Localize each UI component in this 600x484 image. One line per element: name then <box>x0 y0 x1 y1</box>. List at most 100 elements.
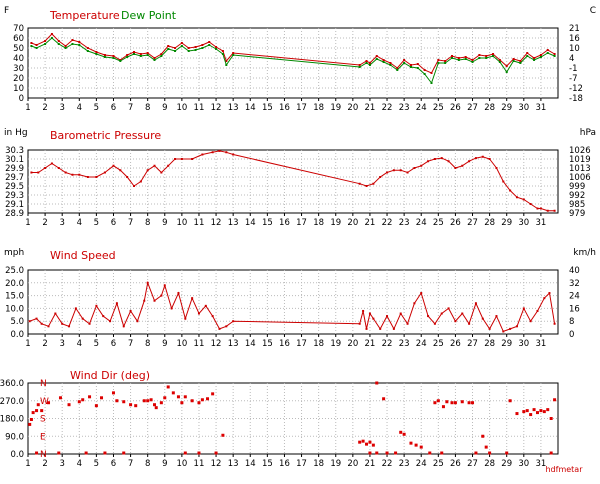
series-point <box>112 57 115 59</box>
series-point <box>358 322 361 325</box>
series-point <box>372 317 375 320</box>
series-point <box>57 40 60 42</box>
series-point <box>413 302 416 305</box>
x-tick-label: 12 <box>211 459 222 469</box>
series-point <box>396 69 399 71</box>
series-point <box>485 57 488 59</box>
x-tick-label: 13 <box>228 218 239 228</box>
wind-dir-point <box>394 451 398 455</box>
series-point <box>488 158 491 160</box>
x-tick-label: 17 <box>296 339 307 349</box>
right-tick-label: 4 <box>569 54 574 64</box>
right-tick-label: -1 <box>569 64 577 74</box>
x-tick-label: 15 <box>262 103 273 113</box>
y-tick-label: 10.0 <box>5 304 24 314</box>
series-point <box>174 158 177 160</box>
x-tick-label: 15 <box>262 459 273 469</box>
series-point <box>403 59 406 61</box>
series-point <box>180 158 183 160</box>
right-tick-label: 16 <box>569 304 580 314</box>
wind-dir-point <box>163 396 167 400</box>
series-point <box>399 169 402 172</box>
series-point <box>536 309 539 312</box>
x-tick-label: 31 <box>535 339 546 349</box>
x-tick-label: 1 <box>25 459 30 469</box>
series-point <box>191 158 194 160</box>
series-point <box>119 60 122 62</box>
x-tick-label: 9 <box>162 218 167 228</box>
x-tick-label: 4 <box>77 459 82 469</box>
y-tick-label: 20 <box>13 74 24 84</box>
series-point <box>433 322 436 325</box>
series-point <box>126 54 129 56</box>
series-point <box>481 155 484 158</box>
series-point <box>406 322 409 325</box>
x-tick-label: 14 <box>245 218 256 228</box>
wind-dir-point <box>176 395 180 399</box>
series-point <box>461 312 464 315</box>
y-tick-label: 25.0 <box>5 266 24 276</box>
x-tick-label: 14 <box>245 339 256 349</box>
x-tick-label: 8 <box>145 103 150 113</box>
wind-dir-point <box>29 417 33 421</box>
series-point <box>232 54 235 56</box>
series-point <box>139 55 142 57</box>
wind-dir-point <box>539 409 543 413</box>
x-tick-label: 21 <box>365 218 376 228</box>
series-point <box>81 317 84 320</box>
x-tick-label: 1 <box>25 103 30 113</box>
x-tick-label: 28 <box>484 218 495 228</box>
right-tick-label: -18 <box>569 94 583 104</box>
series-point <box>420 292 423 295</box>
series-point <box>78 173 81 176</box>
x-tick-label: 5 <box>94 218 99 228</box>
wind-dir-point <box>40 409 44 413</box>
wind-dir-point <box>553 398 557 402</box>
series-point <box>232 52 235 54</box>
series-point <box>71 39 74 41</box>
x-tick-label: 13 <box>228 339 239 349</box>
series-point <box>495 315 498 318</box>
wind-speed-chart: 1 2 3 4 5 6 7 8 9 10 11 12 13 14 15 16 17 18 19 20 21 22 23 24 2… <box>4 248 596 349</box>
y-tick-label: 29.9 <box>5 164 24 174</box>
x-tick-label: 24 <box>416 339 427 349</box>
series-point <box>126 176 129 178</box>
series-point <box>365 60 368 62</box>
series-point <box>526 52 529 54</box>
left-unit-label: in Hg <box>4 128 28 138</box>
series-point <box>362 309 365 312</box>
series-point <box>78 41 81 43</box>
series-point <box>146 169 149 172</box>
x-tick-label: 16 <box>279 103 290 113</box>
right-unit-label: C <box>590 6 596 16</box>
x-tick-label: 24 <box>416 218 427 228</box>
series-point <box>68 325 71 328</box>
series-point <box>30 171 33 174</box>
wind-dir-point <box>67 403 71 407</box>
x-tick-label: 27 <box>467 103 478 113</box>
wind-dir-point <box>505 451 509 455</box>
x-tick-label: 23 <box>399 459 410 469</box>
series-point <box>78 44 81 46</box>
series-point <box>427 315 430 318</box>
series-point <box>437 62 440 64</box>
series-point <box>492 55 495 57</box>
x-tick-label: 17 <box>296 459 307 469</box>
series-point <box>522 198 525 201</box>
series-point <box>112 55 115 57</box>
chart-title: Wind Dir (deg) <box>70 369 150 382</box>
right-tick-label: 16 <box>569 34 580 44</box>
x-tick-label: 6 <box>111 339 116 349</box>
series-line <box>31 33 555 74</box>
wind-dir-point <box>436 399 440 403</box>
x-tick-label: 27 <box>467 459 478 469</box>
plot-frame <box>27 27 559 99</box>
wind-dir-point <box>31 411 35 415</box>
x-tick-label: 31 <box>535 103 546 113</box>
wind-dir-point <box>103 451 107 455</box>
series-point <box>386 171 389 174</box>
x-tick-label: 2 <box>42 103 47 113</box>
x-tick-label: 10 <box>176 459 187 469</box>
series-point <box>225 151 228 154</box>
wind-dir-point <box>221 433 225 437</box>
